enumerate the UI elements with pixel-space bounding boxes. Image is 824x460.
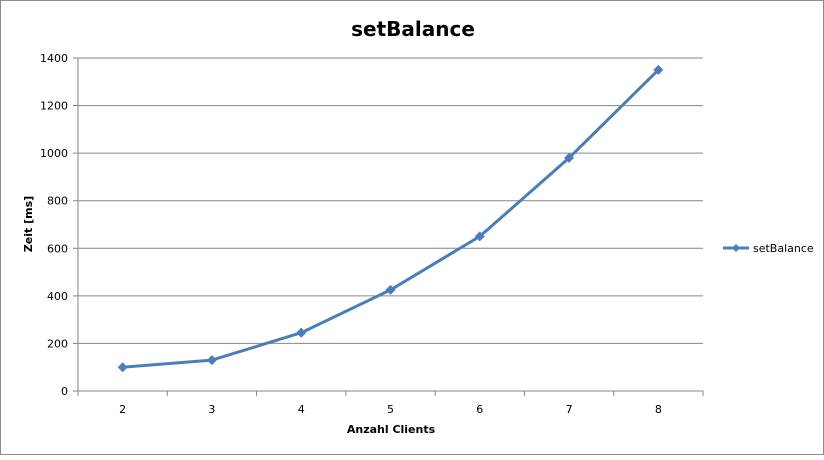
- legend-marker-setbalance: [732, 244, 740, 252]
- legend-label-setbalance: setBalance: [753, 242, 814, 255]
- chart-title: setBalance: [351, 17, 475, 41]
- data-point-7: [564, 152, 575, 163]
- x-tick-label-2: 2: [119, 403, 126, 416]
- axes: [73, 57, 704, 396]
- x-tick-label-3: 3: [208, 403, 215, 416]
- legend: setBalance: [723, 242, 814, 255]
- y-tick-label-1000: 1000: [40, 147, 68, 160]
- data-point-4: [296, 327, 307, 338]
- data-point-3: [206, 355, 217, 366]
- y-tick-label-600: 600: [47, 242, 68, 255]
- gridlines: [78, 57, 703, 344]
- data-point-2: [117, 362, 128, 373]
- y-tick-label-200: 200: [47, 337, 68, 350]
- series-lines: [122, 68, 660, 369]
- data-point-5: [385, 284, 396, 295]
- x-tick-labels: 2 3 4 5 6 7 8: [119, 403, 662, 416]
- y-tick-labels: 0 200 400 600 800 1000 1200 1400: [40, 52, 68, 398]
- x-tick-label-5: 5: [387, 403, 394, 416]
- data-points: [117, 64, 664, 373]
- y-tick-label-0: 0: [61, 385, 68, 398]
- x-tick-label-7: 7: [566, 403, 573, 416]
- y-tick-label-1200: 1200: [40, 100, 68, 113]
- data-point-6: [474, 231, 485, 242]
- data-point-8: [653, 64, 664, 75]
- x-axis-title: Anzahl Clients: [347, 423, 436, 436]
- y-tick-label-800: 800: [47, 195, 68, 208]
- y-tick-label-400: 400: [47, 290, 68, 303]
- x-tick-label-6: 6: [476, 403, 483, 416]
- series-line-setBalance: [122, 68, 660, 369]
- x-tick-label-8: 8: [655, 403, 662, 416]
- y-tick-label-1400: 1400: [40, 52, 68, 65]
- x-tick-label-4: 4: [298, 403, 305, 416]
- y-axis-title: Zeit [ms]: [22, 196, 35, 252]
